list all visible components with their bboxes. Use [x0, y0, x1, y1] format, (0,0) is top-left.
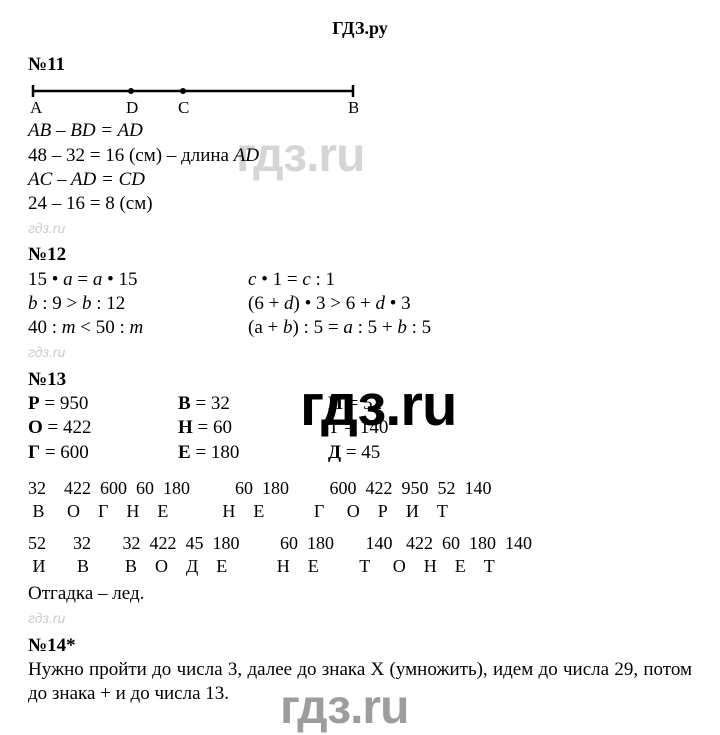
watermark-small-2: гдз.ru [28, 344, 692, 362]
ex11-line3: AC – AD = CD [28, 168, 692, 192]
ex11-line2: 48 – 32 = 16 (см) – длина AD [28, 144, 692, 168]
ex12-columns: 15 • a = a • 15 b : 9 > b : 12 40 : m < … [28, 268, 692, 341]
ex13-heading: №13 [28, 368, 692, 392]
key-i: И = 52 [328, 392, 478, 416]
key-v: В = 32 [178, 392, 328, 416]
watermark-small-3: гдз.ru [28, 610, 692, 628]
key-t: Т = 140 [328, 416, 478, 440]
number-line-segment: A D C B [28, 81, 358, 117]
ex13-key-table: Р = 950 О = 422 Г = 600 В = 32 Н = 60 Е … [28, 392, 692, 465]
cipher-row1-lets: В О Г Н Е Н Е Г О Р И Т [28, 500, 692, 523]
ex12-heading: №12 [28, 243, 692, 267]
ex12-l1: 15 • a = a • 15 [28, 268, 248, 292]
content-area: №11 A D C B AB – BD = AD 48 – 32 = 16 (с… [0, 53, 720, 707]
page-header: ГДЗ.ру [0, 0, 720, 47]
ex12-r2: (6 + d) • 3 > 6 + d • 3 [248, 292, 431, 316]
ex11-heading: №11 [28, 53, 692, 77]
watermark-small: гдз.ru [28, 220, 692, 238]
ex14-heading: №14* [28, 634, 692, 658]
key-d: Д = 45 [328, 441, 478, 465]
key-r: Р = 950 [28, 392, 178, 416]
key-g: Г = 600 [28, 441, 178, 465]
key-e: Е = 180 [178, 441, 328, 465]
ex12-r3: (a + b) : 5 = a : 5 + b : 5 [248, 316, 431, 340]
ex11-line4: 24 – 16 = 8 (см) [28, 192, 692, 216]
ex12-l2: b : 9 > b : 12 [28, 292, 248, 316]
key-o: О = 422 [28, 416, 178, 440]
cipher-row2-nums: 52 32 32 422 45 180 60 180 140 422 60 18… [28, 532, 692, 555]
ex12-r1: c • 1 = c : 1 [248, 268, 431, 292]
ex11-line1: AB – BD = AD [28, 119, 692, 143]
cipher-row1-nums: 32 422 600 60 180 60 180 600 422 950 52 … [28, 477, 692, 500]
svg-text:C: C [178, 98, 189, 117]
cipher-row2-lets: И В В О Д Е Н Е Т О Н Е Т [28, 555, 692, 578]
ex12-l3: 40 : m < 50 : m [28, 316, 248, 340]
svg-text:A: A [30, 98, 43, 117]
svg-text:D: D [126, 98, 138, 117]
svg-text:B: B [348, 98, 358, 117]
ex14-text: Нужно пройти до числа 3, далее до знака … [28, 658, 692, 707]
key-n: Н = 60 [178, 416, 328, 440]
ex13-answer: Отгадка – лед. [28, 582, 692, 606]
